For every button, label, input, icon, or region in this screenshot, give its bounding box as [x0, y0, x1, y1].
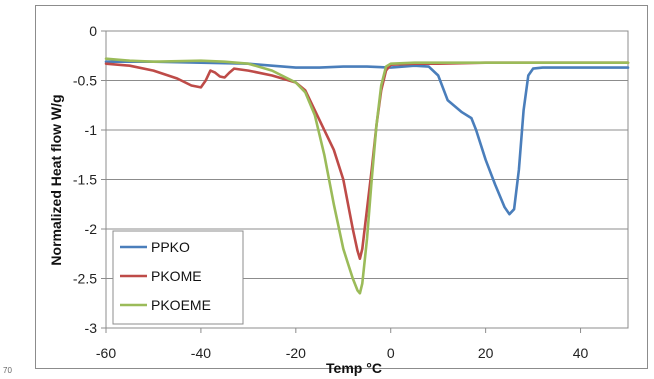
y-tick-label: -0.5 [73, 73, 97, 89]
y-tick-label: -3 [85, 320, 98, 336]
x-tick-label: 0 [387, 345, 395, 361]
y-tick-label: -1.5 [73, 172, 97, 188]
series-line-pkome [104, 61, 630, 261]
y-axis-title: Normalized Heat flow W/g [48, 94, 64, 265]
x-tick-label: -20 [286, 345, 306, 361]
series-lines [104, 57, 630, 295]
x-tick-label: 40 [573, 345, 589, 361]
series-line-pkoeme [104, 57, 630, 295]
y-axis-ticks: 0 -0.5 -1 -1.5 -2 -2.5 -3 [73, 23, 106, 336]
y-tick-label: -2.5 [73, 271, 97, 287]
x-axis-title: Temp °C [326, 360, 382, 376]
stray-mark: 70 [3, 366, 12, 375]
x-tick-label: -60 [96, 345, 116, 361]
legend-label-pkome: PKOME [151, 268, 202, 284]
y-tick-label: 0 [89, 23, 97, 39]
x-tick-label: -40 [191, 345, 211, 361]
x-tick-label: 20 [478, 345, 494, 361]
x-axis-ticks: -60 -40 -20 0 20 40 [96, 328, 589, 361]
chart-frame [35, 5, 648, 369]
y-tick-label: -1 [85, 122, 98, 138]
legend-label-ppko: PPKO [151, 239, 190, 255]
legend-label-pkoeme: PKOEME [151, 297, 211, 313]
y-tick-label: -2 [85, 221, 98, 237]
series-line-ppko [104, 60, 630, 216]
legend: PPKO PKOME PKOEME [112, 230, 244, 325]
